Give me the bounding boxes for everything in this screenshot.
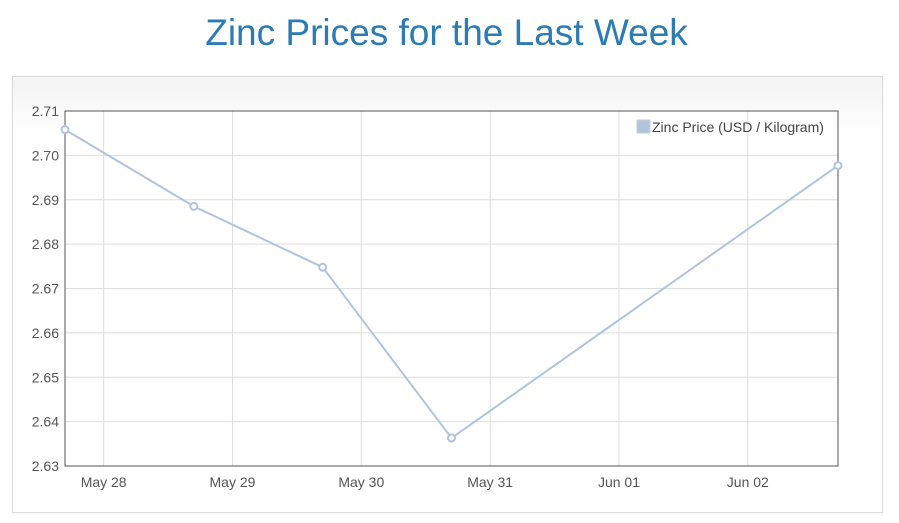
y-tick-label: 2.71 bbox=[32, 103, 59, 119]
data-point bbox=[447, 433, 456, 443]
y-tick-label: 2.65 bbox=[32, 369, 59, 385]
legend-swatch bbox=[636, 119, 651, 134]
x-tick-label: Jun 01 bbox=[598, 474, 640, 490]
y-tick-label: 2.66 bbox=[32, 325, 59, 341]
x-tick-label: May 28 bbox=[81, 474, 127, 490]
data-point bbox=[60, 125, 70, 135]
x-tick-label: May 30 bbox=[338, 474, 384, 490]
x-tick-label: Jun 02 bbox=[727, 474, 769, 490]
y-tick-label: 2.64 bbox=[32, 414, 59, 430]
page-title: Zinc Prices for the Last Week bbox=[205, 12, 688, 53]
x-tick-label: May 29 bbox=[210, 474, 256, 490]
data-point bbox=[318, 262, 328, 272]
x-tick-label: May 31 bbox=[467, 474, 513, 490]
y-tick-label: 2.67 bbox=[32, 281, 59, 297]
y-tick-label: 2.70 bbox=[32, 147, 59, 163]
data-point bbox=[189, 201, 199, 211]
y-tick-label: 2.68 bbox=[32, 236, 59, 252]
y-tick-label: 2.63 bbox=[32, 458, 59, 474]
plot-border bbox=[64, 110, 839, 467]
data-point bbox=[833, 161, 843, 171]
legend-label: Zinc Price (USD / Kilogram) bbox=[652, 119, 824, 135]
y-tick-label: 2.69 bbox=[32, 192, 59, 208]
